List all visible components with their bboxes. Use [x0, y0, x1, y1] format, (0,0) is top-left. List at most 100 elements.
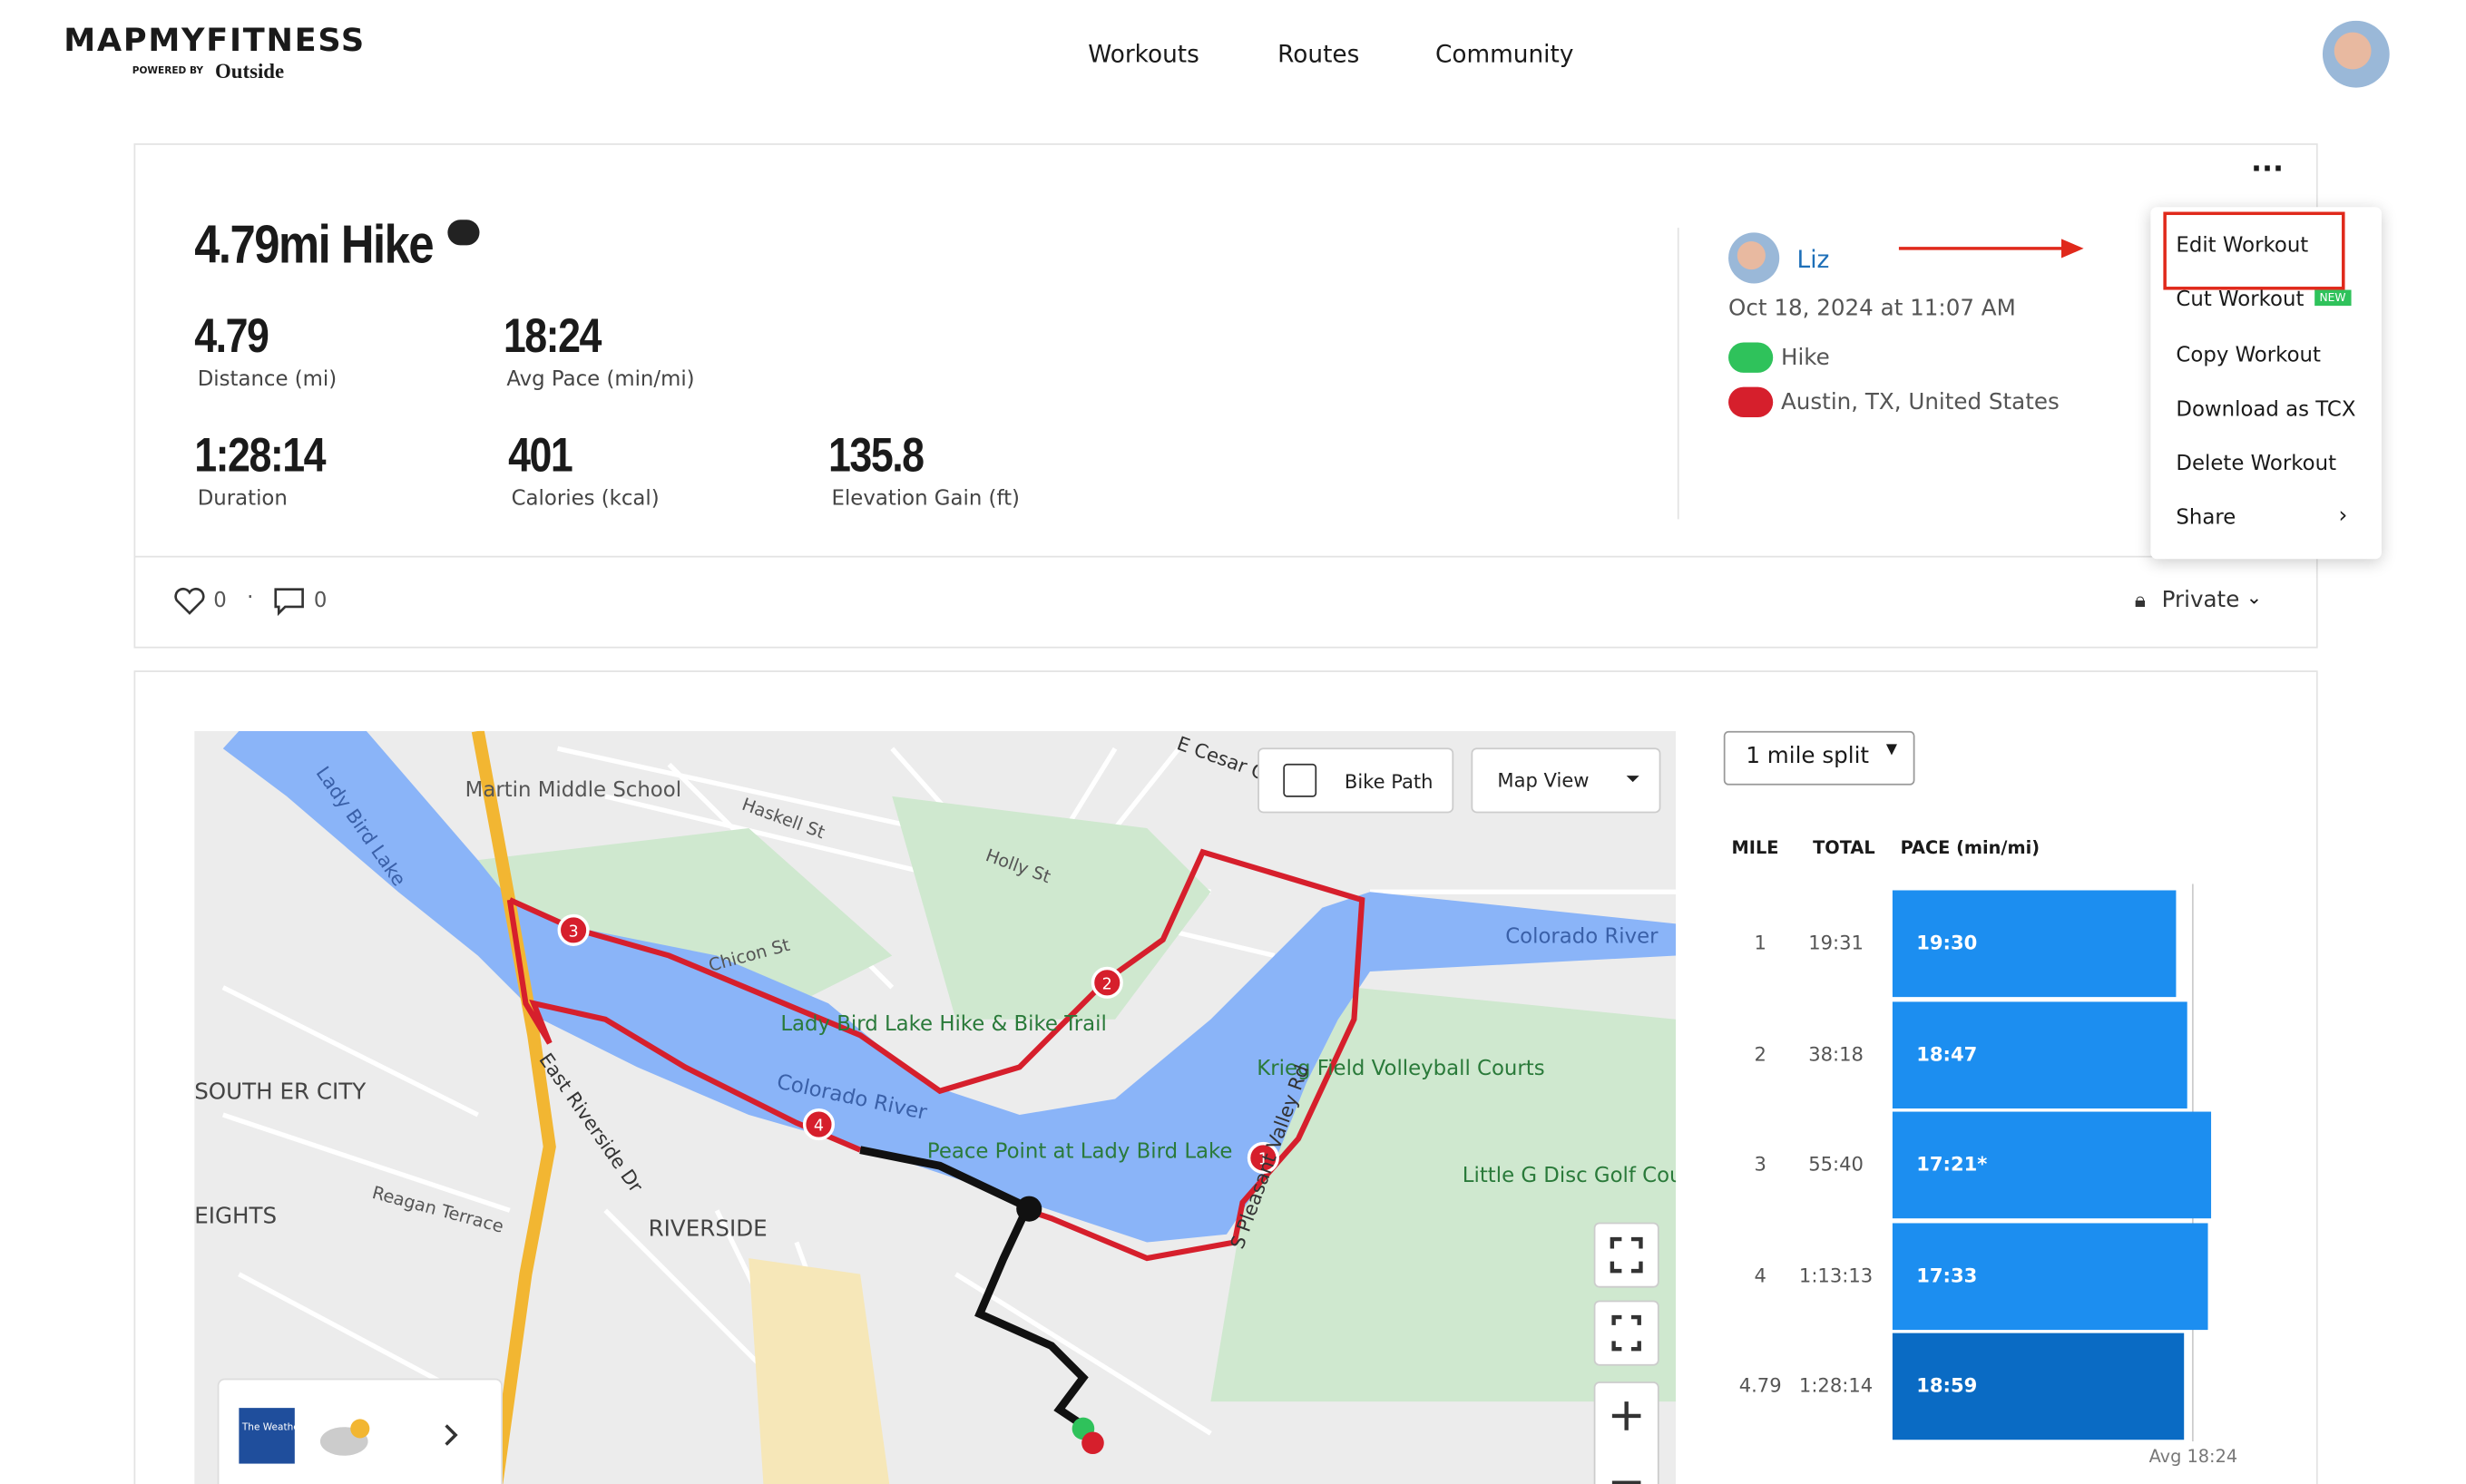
avg-label: Avg 18:24	[2148, 1446, 2238, 1468]
map-view-label: Map View	[1497, 768, 1589, 791]
route	[506, 848, 1365, 1262]
map-label: Lady Bird Lake Hike & Bike Trail	[780, 1012, 1107, 1036]
split-select-label: 1 mile split	[1746, 743, 1870, 770]
map-label: SOUTH ER CITY	[194, 1079, 367, 1105]
user-avatar[interactable]	[1728, 232, 1780, 284]
pace-bar: 17:21*	[1892, 1111, 2212, 1219]
privacy-lock: 🔒︎	[2134, 589, 2146, 613]
mile-markers: 1 2 3 4	[557, 913, 1279, 1175]
total-cell: 55:40	[1808, 1153, 1864, 1176]
workout-card	[133, 143, 2318, 649]
menu-item[interactable]: Edit Workout	[2176, 234, 2309, 259]
menu-item[interactable]: Copy Workout	[2176, 344, 2321, 368]
mile-marker: 3	[569, 923, 579, 941]
total-cell: 1:13:13	[1798, 1264, 1874, 1286]
checkbox[interactable]	[1283, 763, 1317, 797]
chevron: ⌄	[2246, 586, 2263, 609]
nav-link[interactable]: Community	[1434, 39, 1574, 69]
map[interactable]: 1 2 3 4 Martin Middle School Lady Bird L…	[194, 730, 1677, 1484]
mile-cell: 3	[1754, 1153, 1766, 1176]
nav-link[interactable]: Workouts	[1088, 39, 1199, 69]
stat-label: Avg Pace (min/mi)	[506, 367, 695, 392]
park	[477, 796, 1677, 1402]
menu-item[interactable]: Delete Workout	[2176, 452, 2337, 476]
end-marker	[1081, 1431, 1104, 1455]
stat-value: 18:24	[503, 310, 602, 364]
map-controls: Bike Path Map View The Weather Channel	[217, 747, 1661, 1484]
mile-marker: 1	[1258, 1150, 1268, 1168]
recenter-button[interactable]	[1593, 1300, 1659, 1366]
pace-label: 17:33	[1916, 1264, 1978, 1286]
pace-bar: 18:59	[1892, 1333, 2185, 1440]
map-label: RIVERSIDE	[649, 1216, 768, 1242]
map-label: Krieg Field Volleyball Courts	[1257, 1057, 1544, 1080]
mile-cell: 1	[1754, 932, 1766, 954]
fullscreen-button[interactable]	[1593, 1222, 1659, 1288]
logo[interactable]: MAPMYFITNESS	[64, 20, 366, 59]
more-button[interactable]: ···	[2250, 152, 2284, 187]
separator: ·	[247, 586, 254, 610]
highlight-box	[2163, 211, 2345, 290]
zoom-buttons[interactable]	[1593, 1381, 1659, 1484]
pace-bar: 19:30	[1892, 890, 2177, 998]
column-header: PACE (min/mi)	[1900, 837, 2040, 859]
activity: Hike	[1780, 346, 1830, 372]
route-segment	[859, 1146, 1089, 1430]
menu-item[interactable]: Share	[2176, 506, 2236, 531]
new-badge: NEW	[2314, 289, 2351, 307]
marker	[1016, 1196, 1042, 1222]
pace-label: 18:47	[1916, 1042, 1978, 1065]
stat-label: Elevation Gain (ft)	[831, 487, 1020, 512]
stat-label: Calories (kcal)	[511, 487, 660, 512]
column-header: MILE	[1731, 837, 1779, 859]
map-label: EIGHTS	[194, 1202, 277, 1228]
chevron: ›	[2338, 503, 2348, 529]
logo-sub: POWERED BY	[132, 64, 204, 77]
comment-icon[interactable]	[272, 586, 308, 618]
location-icon	[1728, 386, 1774, 418]
map-view-select[interactable]	[1471, 747, 1661, 814]
pace-bar: 18:47	[1892, 1001, 2187, 1108]
stat-label: Distance (mi)	[197, 367, 338, 392]
pace-bar: 17:33	[1892, 1222, 2208, 1330]
comment-count: 0	[313, 589, 328, 613]
mile-marker: 4	[814, 1118, 824, 1136]
workout-title: 4.79mi Hike	[194, 215, 434, 276]
bike-path-label: Bike Path	[1345, 770, 1434, 793]
split-select[interactable]	[1723, 730, 1915, 786]
menu-item[interactable]: Cut Workout	[2176, 288, 2305, 313]
icon	[447, 220, 480, 246]
nav-link[interactable]: Routes	[1277, 39, 1360, 69]
workout-date: Oct 18, 2024 at 11:07 AM	[1728, 296, 2016, 322]
mile-marker: 2	[1102, 975, 1112, 993]
stat-label: Duration	[197, 487, 288, 512]
weather-brand: The Weather Channel	[241, 1422, 346, 1433]
user-name[interactable]: Liz	[1796, 245, 1830, 274]
area	[749, 1258, 890, 1484]
map-label: Peace Point at Lady Bird Lake	[927, 1139, 1233, 1163]
location: Austin, TX, United States	[1780, 390, 2060, 416]
total-cell: 38:18	[1808, 1042, 1864, 1065]
like-count: 0	[213, 589, 227, 613]
arrow	[1898, 239, 2084, 259]
stat-value: 1:28:14	[194, 430, 326, 483]
pace-label: 19:30	[1916, 932, 1978, 954]
privacy[interactable]: Private	[2161, 587, 2240, 613]
map-label: Colorado River	[1505, 924, 1659, 948]
like-icon[interactable]	[172, 586, 208, 618]
avatar[interactable]	[2322, 20, 2390, 88]
highway	[471, 730, 556, 1484]
total-cell: 19:31	[1808, 932, 1864, 954]
activity-icon	[1728, 342, 1774, 373]
divider	[1677, 228, 1679, 520]
menu-item[interactable]: Download as TCX	[2176, 397, 2356, 423]
stat-value: 135.8	[828, 430, 925, 483]
divider	[133, 555, 2315, 558]
mile-cell: 2	[1754, 1042, 1766, 1065]
total-cell: 1:28:14	[1798, 1374, 1874, 1397]
chevron: ▼	[1885, 742, 1898, 758]
column-header: TOTAL	[1813, 837, 1875, 859]
stat-value: 4.79	[194, 310, 269, 364]
